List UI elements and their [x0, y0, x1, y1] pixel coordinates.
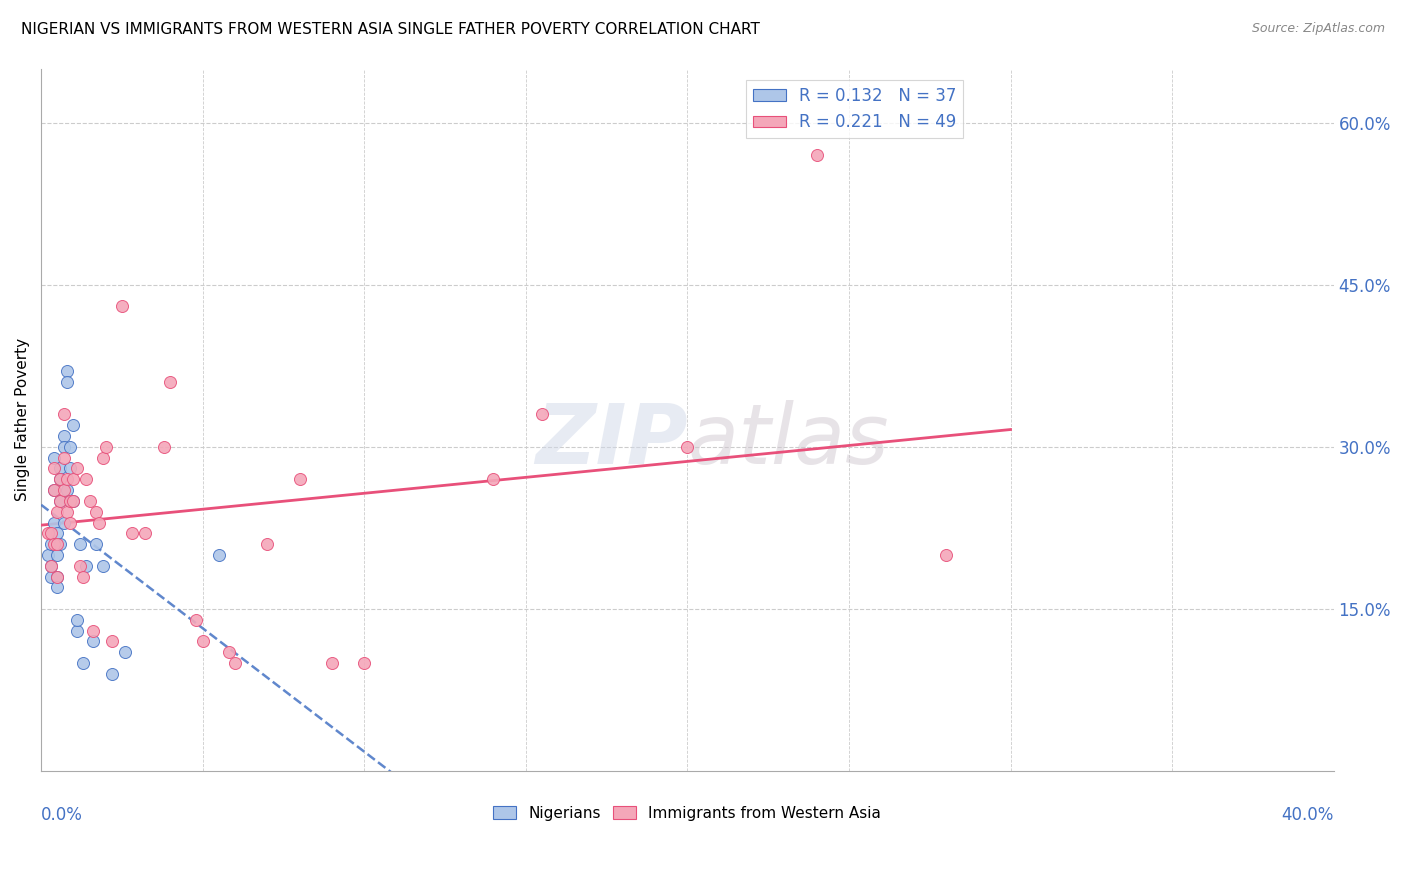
- Point: [42, 483, 65, 497]
- Point: [52, 429, 75, 443]
- Point: [101, 666, 124, 681]
- Point: [134, 526, 156, 541]
- Point: [66, 624, 89, 638]
- Point: [159, 375, 181, 389]
- Point: [59, 494, 82, 508]
- Point: [353, 656, 375, 670]
- Point: [56, 375, 79, 389]
- Point: [59, 494, 82, 508]
- Point: [49, 461, 72, 475]
- Point: [42, 483, 65, 497]
- Point: [62, 494, 84, 508]
- Point: [75, 472, 97, 486]
- Text: 40.0%: 40.0%: [1281, 806, 1334, 824]
- Point: [84, 505, 107, 519]
- Point: [82, 634, 104, 648]
- Point: [153, 440, 176, 454]
- Point: [52, 450, 75, 465]
- Point: [56, 364, 79, 378]
- Point: [256, 537, 278, 551]
- Point: [676, 440, 699, 454]
- Point: [52, 516, 75, 530]
- Point: [530, 408, 553, 422]
- Point: [46, 505, 69, 519]
- Y-axis label: Single Father Poverty: Single Father Poverty: [15, 338, 30, 501]
- Point: [59, 516, 82, 530]
- Point: [935, 548, 957, 562]
- Point: [59, 461, 82, 475]
- Point: [46, 548, 69, 562]
- Point: [91, 558, 114, 573]
- Point: [56, 472, 79, 486]
- Point: [79, 494, 101, 508]
- Point: [91, 450, 114, 465]
- Point: [46, 537, 69, 551]
- Point: [49, 494, 72, 508]
- Point: [52, 483, 75, 497]
- Text: atlas: atlas: [688, 401, 889, 482]
- Point: [321, 656, 343, 670]
- Point: [49, 472, 72, 486]
- Point: [72, 569, 94, 583]
- Point: [42, 537, 65, 551]
- Point: [39, 569, 62, 583]
- Point: [62, 472, 84, 486]
- Point: [59, 440, 82, 454]
- Point: [37, 526, 59, 541]
- Point: [82, 624, 104, 638]
- Point: [114, 645, 136, 659]
- Point: [66, 613, 89, 627]
- Point: [72, 656, 94, 670]
- Point: [49, 537, 72, 551]
- Point: [39, 558, 62, 573]
- Point: [62, 494, 84, 508]
- Point: [52, 440, 75, 454]
- Point: [46, 580, 69, 594]
- Point: [111, 299, 134, 313]
- Point: [46, 526, 69, 541]
- Point: [56, 505, 79, 519]
- Point: [218, 645, 240, 659]
- Text: Source: ZipAtlas.com: Source: ZipAtlas.com: [1251, 22, 1385, 36]
- Legend: R = 0.132   N = 37, R = 0.221   N = 49: R = 0.132 N = 37, R = 0.221 N = 49: [747, 80, 963, 138]
- Text: NIGERIAN VS IMMIGRANTS FROM WESTERN ASIA SINGLE FATHER POVERTY CORRELATION CHART: NIGERIAN VS IMMIGRANTS FROM WESTERN ASIA…: [21, 22, 761, 37]
- Point: [49, 494, 72, 508]
- Point: [806, 148, 828, 162]
- Point: [66, 461, 89, 475]
- Point: [37, 548, 59, 562]
- Point: [224, 656, 246, 670]
- Point: [208, 548, 231, 562]
- Point: [75, 558, 97, 573]
- Point: [46, 569, 69, 583]
- Point: [39, 537, 62, 551]
- Point: [39, 558, 62, 573]
- Point: [186, 613, 208, 627]
- Point: [288, 472, 311, 486]
- Point: [94, 440, 117, 454]
- Point: [69, 558, 91, 573]
- Point: [52, 408, 75, 422]
- Point: [101, 634, 124, 648]
- Point: [42, 450, 65, 465]
- Point: [89, 516, 111, 530]
- Point: [191, 634, 214, 648]
- Point: [482, 472, 505, 486]
- Point: [42, 461, 65, 475]
- Point: [46, 569, 69, 583]
- Point: [69, 537, 91, 551]
- Point: [49, 472, 72, 486]
- Point: [84, 537, 107, 551]
- Point: [56, 483, 79, 497]
- Point: [62, 418, 84, 433]
- Text: 0.0%: 0.0%: [41, 806, 83, 824]
- Point: [121, 526, 143, 541]
- Point: [39, 526, 62, 541]
- Point: [42, 516, 65, 530]
- Text: ZIP: ZIP: [534, 401, 688, 482]
